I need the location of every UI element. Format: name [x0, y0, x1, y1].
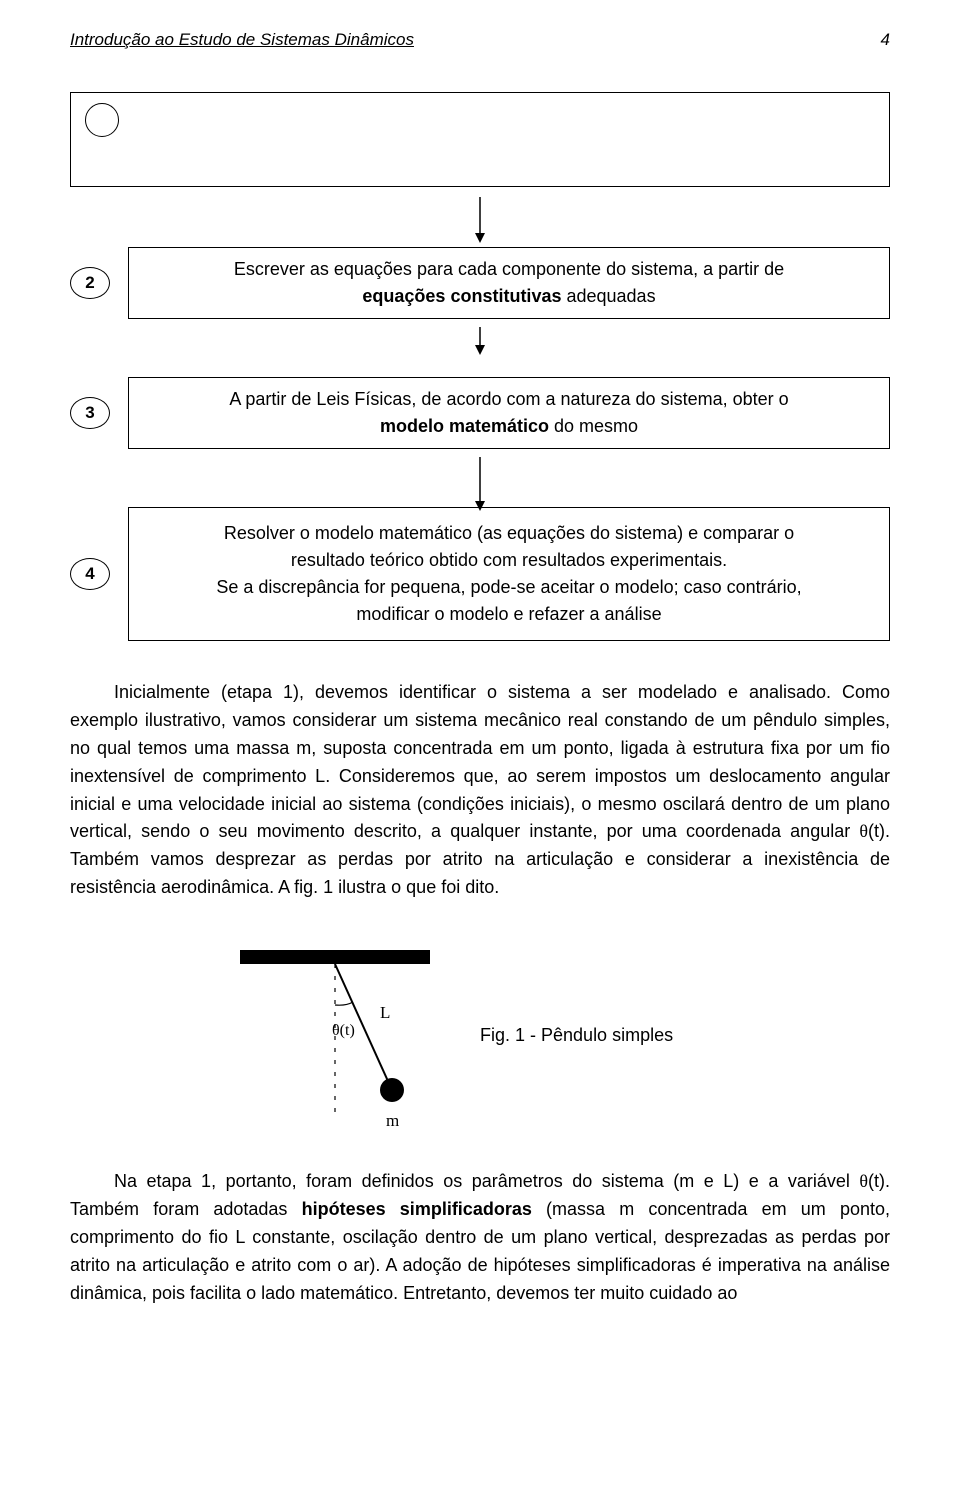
step4-line2: resultado teórico obtido com resultados …: [291, 550, 727, 570]
arrow-icon: [70, 327, 890, 361]
arrow-icon: [70, 197, 890, 231]
step-number-2: 2: [70, 267, 110, 299]
page-header: Introdução ao Estudo de Sistemas Dinâmic…: [70, 30, 890, 50]
step2-rest: adequadas: [561, 286, 655, 306]
p2-theta: θ: [859, 1171, 868, 1191]
arrow-icon: [70, 457, 890, 491]
step3-line1: A partir de Leis Físicas, de acordo com …: [229, 389, 788, 409]
step-row-3: 3 A partir de Leis Físicas, de acordo co…: [70, 377, 890, 449]
doc-title: Introdução ao Estudo de Sistemas Dinâmic…: [70, 30, 414, 50]
p2-bold: hipóteses simplificadoras: [302, 1199, 532, 1219]
fig-theta-label: θ(t): [332, 1022, 355, 1039]
fig-m-label: m: [386, 1111, 399, 1130]
pendulum-diagram: θ(t) L m: [220, 940, 450, 1130]
p1-a: Inicialmente (etapa 1), devemos identifi…: [70, 682, 890, 841]
step3-rest: do mesmo: [549, 416, 638, 436]
step-box-1-empty: [70, 92, 890, 187]
body-paragraph-2: Na etapa 1, portanto, foram definidos os…: [70, 1168, 890, 1307]
figure-caption: Fig. 1 - Pêndulo simples: [480, 1025, 673, 1046]
step-circle-1: [85, 103, 119, 137]
step2-bold: equações constitutivas: [362, 286, 561, 306]
page-number: 4: [881, 30, 890, 50]
step-row-4: 4 Resolver o modelo matemático (as equaç…: [70, 507, 890, 641]
figure-1: θ(t) L m Fig. 1 - Pêndulo simples: [220, 940, 890, 1130]
step3-bold: modelo matemático: [380, 416, 549, 436]
step-box-2: Escrever as equações para cada component…: [128, 247, 890, 319]
body-paragraph-1: Inicialmente (etapa 1), devemos identifi…: [70, 679, 890, 902]
step-box-3: A partir de Leis Físicas, de acordo com …: [128, 377, 890, 449]
step4-line4: modificar o modelo e refazer a análise: [356, 604, 661, 624]
step-row-2: 2 Escrever as equações para cada compone…: [70, 247, 890, 319]
p2-a: Na etapa 1, portanto, foram definidos os…: [114, 1171, 859, 1191]
step2-line1: Escrever as equações para cada component…: [234, 259, 784, 279]
step4-line1: Resolver o modelo matemático (as equaçõe…: [224, 523, 794, 543]
fig-L-label: L: [380, 1003, 390, 1022]
p1-theta: θ: [859, 821, 868, 841]
step-number-4: 4: [70, 558, 110, 590]
step4-line3: Se a discrepância for pequena, pode-se a…: [216, 577, 801, 597]
step-box-4: Resolver o modelo matemático (as equaçõe…: [128, 507, 890, 641]
step-number-3: 3: [70, 397, 110, 429]
